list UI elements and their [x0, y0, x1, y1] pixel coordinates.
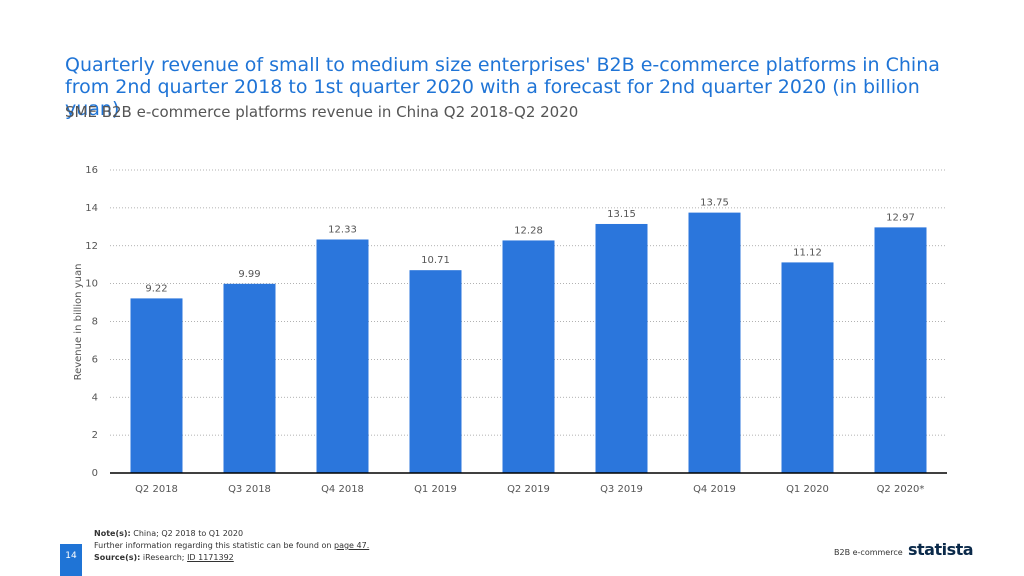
id-link[interactable]: ID 1171392 — [187, 553, 234, 562]
chart-title: Quarterly revenue of small to medium siz… — [65, 54, 940, 120]
value-label: 12.97 — [886, 212, 915, 223]
y-tick-label: 6 — [92, 354, 98, 365]
bar — [316, 239, 369, 473]
bar — [874, 227, 927, 473]
value-label: 12.28 — [514, 225, 543, 236]
x-tick-label: Q1 2020 — [786, 484, 829, 495]
y-tick-label: 10 — [85, 279, 98, 290]
bar — [595, 223, 648, 473]
bar — [409, 270, 462, 473]
x-tick-label: Q2 2019 — [507, 484, 550, 495]
y-tick-label: 4 — [92, 392, 98, 403]
x-tick-label: Q1 2019 — [414, 484, 457, 495]
x-tick-label: Q4 2019 — [693, 484, 736, 495]
value-label: 13.75 — [700, 198, 729, 209]
y-tick-label: 12 — [85, 241, 98, 252]
value-label: 13.15 — [607, 209, 636, 220]
x-tick-label: Q3 2018 — [228, 484, 271, 495]
footer: Note(s): China; Q2 2018 to Q1 2020 Furth… — [94, 528, 369, 564]
page-number: 14 — [60, 544, 82, 576]
bar — [781, 262, 834, 473]
x-tick-label: Q3 2019 — [600, 484, 643, 495]
y-tick-label: 14 — [85, 203, 98, 214]
value-label: 9.99 — [238, 269, 260, 280]
x-tick-label: Q4 2018 — [321, 484, 364, 495]
value-label: 9.22 — [145, 283, 167, 294]
note-text: China; Q2 2018 to Q1 2020 — [133, 529, 244, 538]
y-axis-label: Revenue in billion yuan — [73, 264, 84, 381]
y-tick-label: 16 — [85, 165, 98, 176]
value-label: 11.12 — [793, 247, 822, 258]
y-tick-label: 2 — [92, 430, 98, 441]
bar — [502, 240, 555, 473]
y-tick-label: 0 — [92, 468, 98, 479]
further-info: Further information regarding this stati… — [94, 540, 369, 552]
y-tick-label: 8 — [92, 317, 98, 328]
source: Source(s): iResearch; ID 1171392 — [94, 552, 369, 564]
x-tick-label: Q2 2020* — [877, 484, 925, 495]
note-label: Note(s): — [94, 529, 131, 538]
bar — [130, 298, 183, 473]
logo: statista — [908, 540, 974, 559]
category: B2B e-commerce — [834, 548, 903, 557]
chart-subtitle: SME B2B e-commerce platforms revenue in … — [65, 103, 579, 121]
bar — [688, 212, 741, 473]
value-label: 12.33 — [328, 225, 357, 236]
source-label: Source(s): — [94, 553, 141, 562]
bar — [223, 283, 276, 473]
value-label: 10.71 — [421, 255, 450, 266]
page-link[interactable]: page 47. — [333, 541, 370, 550]
note: Note(s): China; Q2 2018 to Q1 2020 — [94, 528, 369, 540]
further-info-text: Further information regarding this stati… — [94, 541, 332, 550]
x-tick-label: Q2 2018 — [135, 484, 178, 495]
source-text: iResearch; — [142, 553, 185, 562]
